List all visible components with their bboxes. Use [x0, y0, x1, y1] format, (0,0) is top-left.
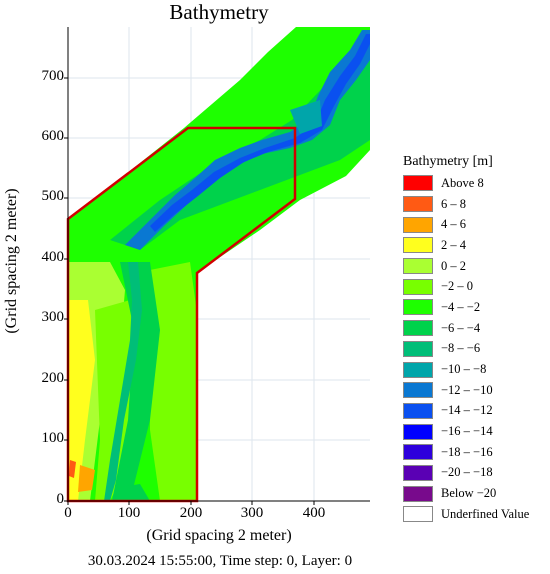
legend-item: −6 – −4: [403, 318, 529, 339]
y-tick-label: 0: [56, 491, 65, 507]
legend-swatch: [403, 237, 433, 254]
y-axis-label: (Grid spacing 2 meter): [3, 188, 20, 334]
legend-swatch: [403, 299, 433, 316]
legend-item: Underfined Value: [403, 504, 529, 525]
y-tick-label: 300: [41, 309, 65, 325]
legend-swatch: [403, 340, 433, 357]
legend-item: −8 – −6: [403, 339, 529, 360]
x-tick-label: 0: [64, 505, 72, 521]
mid-depth: [112, 262, 160, 501]
y-tick-label: 400: [41, 249, 65, 265]
legend: Bathymetry [m] Above 8 6 – 8 4 – 6 2 – 4 0 –…: [403, 154, 529, 525]
legend-item: 6 – 8: [403, 194, 529, 215]
legend-item: −14 – −12: [403, 401, 529, 422]
legend-label: −18 – −16: [441, 444, 493, 459]
legend-swatch: [403, 278, 433, 295]
legend-swatch: [403, 216, 433, 233]
legend-swatch: [403, 402, 433, 419]
map-title: Bathymetry: [169, 0, 269, 24]
legend-swatch: [403, 382, 433, 399]
legend-swatch: [403, 175, 433, 192]
study-area-boundary[interactable]: [66, 126, 297, 503]
x-tick-label: 200: [179, 505, 203, 521]
legend-swatch: [403, 196, 433, 213]
legend-label: Underfined Value: [441, 506, 530, 521]
legend-label: −2 – 0: [441, 279, 474, 294]
y-tick-label: 600: [41, 128, 65, 144]
legend-label: 0 – 2: [441, 258, 466, 273]
legend-items: Above 8 6 – 8 4 – 6 2 – 4 0 – 2 −2 – 0 −4 – −2…: [403, 173, 529, 525]
legend-item: −16 – −14: [403, 421, 529, 442]
legend-label: 6 – 8: [441, 196, 466, 211]
x-axis-label: (Grid spacing 2 meter): [146, 527, 292, 544]
y-tick-label: 100: [41, 430, 65, 446]
legend-label: −20 – −18: [441, 465, 493, 480]
deep-channel: [150, 34, 370, 232]
legend-item: Above 8: [403, 173, 529, 194]
lower-channel: [104, 262, 142, 501]
legend-item: 2 – 4: [403, 235, 529, 256]
legend-label: −6 – −4: [441, 320, 481, 335]
x-tick-label: 400: [302, 505, 326, 521]
legend-label: −14 – −12: [441, 403, 493, 418]
legend-swatch: [403, 320, 433, 337]
legend-label: −10 – −8: [441, 362, 487, 377]
legend-label: −12 – −10: [441, 382, 493, 397]
bathymetry-field: [68, 27, 370, 501]
legend-item: 0 – 2: [403, 256, 529, 277]
mid-shallow: [150, 262, 198, 501]
y-tick-label: 200: [41, 370, 65, 386]
legend-swatch: [403, 444, 433, 461]
legend-swatch: [403, 464, 433, 481]
legend-title: Bathymetry [m]: [403, 154, 493, 169]
x-tick-label: 300: [240, 505, 264, 521]
legend-item: 4 – 6: [403, 214, 529, 235]
legend-swatch: [403, 258, 433, 275]
status-line: 30.03.2024 15:55:00, Time step: 0, Layer…: [87, 553, 353, 569]
legend-label: Below −20: [441, 486, 497, 501]
x-tick-label: 100: [117, 505, 141, 521]
very-shallow-zone: [68, 300, 95, 501]
y-tick-label: 500: [41, 188, 65, 204]
legend-label: −8 – −6: [441, 341, 481, 356]
legend-label: 4 – 6: [441, 217, 466, 232]
axes: [67, 27, 370, 502]
legend-item: −20 – −18: [403, 463, 529, 484]
legend-item: Below −20: [403, 483, 529, 504]
y-tick-label: 700: [41, 68, 65, 84]
legend-swatch: [403, 423, 433, 440]
legend-swatch: [403, 485, 433, 502]
legend-label: Above 8: [441, 175, 484, 190]
legend-item: −2 – 0: [403, 276, 529, 297]
legend-item: −18 – −16: [403, 442, 529, 463]
legend-label: −4 – −2: [441, 299, 481, 314]
legend-swatch: [403, 506, 433, 523]
legend-item: −12 – −10: [403, 380, 529, 401]
legend-label: −16 – −14: [441, 424, 493, 439]
legend-label: 2 – 4: [441, 237, 466, 252]
legend-item: −4 – −2: [403, 297, 529, 318]
legend-item: −10 – −8: [403, 359, 529, 380]
tick-marks: [64, 77, 315, 505]
legend-swatch: [403, 361, 433, 378]
